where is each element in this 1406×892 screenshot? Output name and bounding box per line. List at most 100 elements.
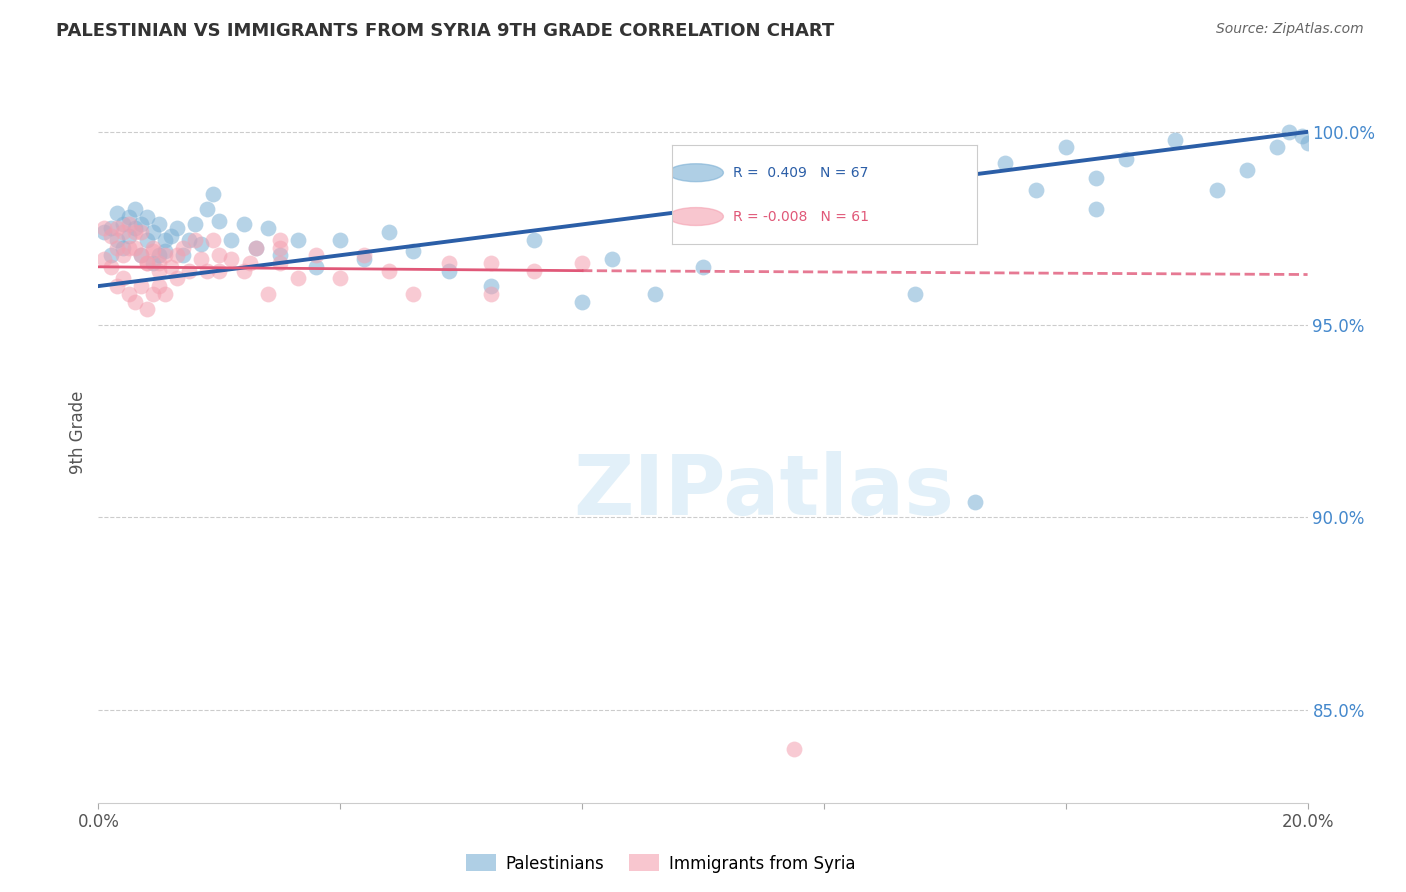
Point	[232, 218, 254, 232]
Point	[142, 241, 165, 255]
Point	[160, 260, 183, 274]
Point	[124, 221, 146, 235]
Point	[100, 260, 122, 274]
Point	[179, 233, 201, 247]
Point	[142, 244, 165, 259]
Y-axis label: 9th Grade: 9th Grade	[69, 391, 87, 475]
Text: R =  0.409   N = 67: R = 0.409 N = 67	[733, 166, 868, 179]
Point	[269, 233, 291, 247]
Point	[1085, 202, 1108, 216]
Point	[269, 241, 291, 255]
Point	[135, 256, 157, 270]
Text: Source: ZipAtlas.com: Source: ZipAtlas.com	[1216, 22, 1364, 37]
Point	[100, 229, 122, 244]
Point	[873, 171, 896, 186]
Point	[202, 233, 225, 247]
Point	[105, 279, 128, 293]
Point	[329, 271, 352, 285]
Point	[965, 495, 987, 509]
Point	[783, 741, 806, 756]
Point	[813, 202, 835, 216]
Point	[153, 248, 176, 262]
Point	[202, 186, 225, 201]
Point	[481, 279, 503, 293]
Point	[1236, 163, 1258, 178]
Text: R = -0.008   N = 61: R = -0.008 N = 61	[733, 210, 869, 224]
Point	[111, 271, 134, 285]
Point	[644, 286, 666, 301]
Point	[377, 263, 399, 277]
Point	[142, 286, 165, 301]
Point	[135, 233, 157, 247]
Point	[692, 260, 714, 274]
Point	[1206, 183, 1229, 197]
Point	[93, 221, 115, 235]
Point	[124, 241, 146, 255]
Point	[571, 294, 593, 309]
Point	[190, 252, 212, 266]
Point	[124, 225, 146, 239]
Point	[148, 218, 170, 232]
Point	[1163, 132, 1185, 146]
Point	[195, 263, 218, 277]
Circle shape	[668, 208, 724, 226]
Point	[221, 233, 243, 247]
Point	[437, 256, 460, 270]
Point	[245, 241, 267, 255]
Point	[195, 202, 218, 216]
Point	[305, 248, 328, 262]
Point	[256, 221, 278, 235]
Point	[377, 225, 399, 239]
Point	[129, 225, 152, 239]
Point	[329, 233, 352, 247]
Point	[208, 263, 231, 277]
Point	[166, 248, 188, 262]
Point	[105, 241, 128, 255]
Legend: Palestinians, Immigrants from Syria: Palestinians, Immigrants from Syria	[458, 847, 863, 880]
Point	[129, 218, 152, 232]
Point	[129, 248, 152, 262]
Point	[172, 241, 194, 255]
Point	[402, 244, 425, 259]
Point	[111, 225, 134, 239]
Point	[232, 263, 254, 277]
Point	[481, 256, 503, 270]
Point	[93, 225, 115, 239]
Point	[305, 260, 328, 274]
Point	[1115, 152, 1137, 166]
Point	[602, 252, 624, 266]
Point	[1291, 128, 1313, 143]
Point	[269, 256, 291, 270]
Point	[129, 248, 152, 262]
Point	[190, 236, 212, 251]
Point	[437, 263, 460, 277]
Point	[111, 218, 134, 232]
Point	[287, 233, 309, 247]
Text: ZIPatlas: ZIPatlas	[574, 451, 953, 533]
Point	[523, 263, 546, 277]
Point	[148, 263, 170, 277]
Point	[166, 271, 188, 285]
Point	[153, 244, 176, 259]
Point	[118, 229, 141, 244]
Point	[571, 256, 593, 270]
Point	[118, 210, 141, 224]
Point	[353, 252, 375, 266]
Point	[1278, 125, 1301, 139]
Point	[904, 286, 927, 301]
Point	[353, 248, 375, 262]
Point	[239, 256, 262, 270]
Point	[93, 252, 115, 266]
Point	[934, 183, 956, 197]
Point	[1267, 140, 1289, 154]
Point	[135, 210, 157, 224]
Point	[142, 256, 165, 270]
Point	[100, 221, 122, 235]
Point	[105, 233, 128, 247]
Point	[221, 252, 243, 266]
Point	[135, 302, 157, 317]
Point	[124, 294, 146, 309]
Point	[184, 218, 207, 232]
Point	[105, 206, 128, 220]
Point	[135, 256, 157, 270]
